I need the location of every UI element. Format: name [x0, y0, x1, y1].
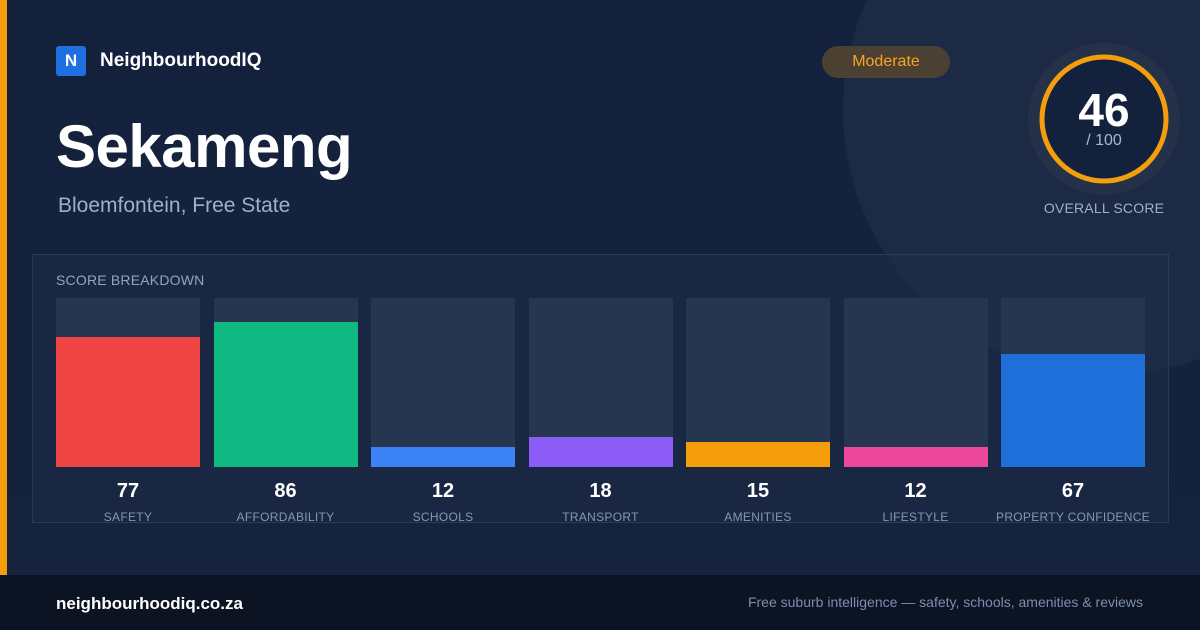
bar-fill [213, 322, 358, 467]
bar-track [371, 298, 515, 467]
bar-label: SCHOOLS [412, 510, 474, 524]
score-ring-inner [1042, 57, 1166, 181]
bar-value: 12 [904, 480, 927, 502]
brand-logo-icon: N [56, 46, 86, 76]
bar-track [528, 298, 673, 467]
bar-value: 86 [274, 480, 297, 502]
bar-fill [686, 442, 830, 467]
breakdown-item-amenities: 15 AMENITIES [686, 298, 830, 524]
brand[interactable]: N NeighbourhoodIQ [56, 46, 261, 76]
bar-value: 18 [589, 480, 612, 502]
breakdown-item-lifestyle: 12 LIFESTYLE [843, 298, 988, 524]
bar-value: 67 [1061, 480, 1085, 502]
breakdown-item-property-confidence: 67 PROPERTY CONFIDENCE [996, 298, 1150, 524]
breakdown-item-schools: 12 SCHOOLS [371, 298, 515, 524]
breakdown-title: SCORE BREAKDOWN [56, 272, 205, 288]
footer-tagline: Free suburb intelligence — safety, schoo… [747, 594, 1143, 610]
bar-label: SAFETY [103, 510, 153, 524]
overall-score-label: OVERALL SCORE [1043, 200, 1165, 216]
overall-score-ring [1028, 43, 1180, 195]
suburb-location: Bloemfontein, Free State [58, 194, 291, 217]
bar-label: LIFESTYLE [882, 510, 949, 524]
bar-label: AFFORDABILITY [236, 510, 335, 524]
bar-track [686, 298, 830, 467]
rating-badge: Moderate [822, 46, 950, 78]
brand-name: NeighbourhoodIQ [100, 50, 262, 71]
bar-label: TRANSPORT [562, 510, 639, 524]
bar-fill [371, 447, 515, 467]
score-breakdown-panel: SCORE BREAKDOWN 77 SAFETY 86 AFFORDABILITY 1… [32, 254, 1169, 524]
bar-track [213, 298, 358, 467]
bar-fill [56, 337, 200, 467]
bar-fill [1001, 354, 1145, 467]
bar-label: PROPERTY CONFIDENCE [996, 510, 1150, 524]
bar-fill [528, 437, 673, 467]
bar-fill [843, 447, 988, 467]
breakdown-item-affordability: 86 AFFORDABILITY [213, 298, 358, 524]
accent-bar [0, 0, 7, 575]
bar-value: 15 [746, 480, 770, 502]
overall-score-max: / 100 [1086, 132, 1122, 149]
bar-label: AMENITIES [724, 510, 792, 524]
footer: neighbourhoodiq.co.za Free suburb intell… [0, 575, 1200, 630]
bar-value: 77 [116, 480, 140, 502]
score-ring-arc [1039, 54, 1169, 184]
bar-track [56, 298, 200, 467]
bar-value: 12 [431, 480, 455, 502]
breakdown-item-safety: 77 SAFETY [56, 298, 200, 524]
footer-url[interactable]: neighbourhoodiq.co.za [56, 594, 243, 613]
breakdown-item-transport: 18 TRANSPORT [528, 298, 673, 524]
suburb-title: Sekameng [56, 113, 353, 180]
bar-track [843, 298, 988, 467]
bar-track [1001, 298, 1145, 467]
overall-score-value: 46 [1078, 84, 1130, 136]
